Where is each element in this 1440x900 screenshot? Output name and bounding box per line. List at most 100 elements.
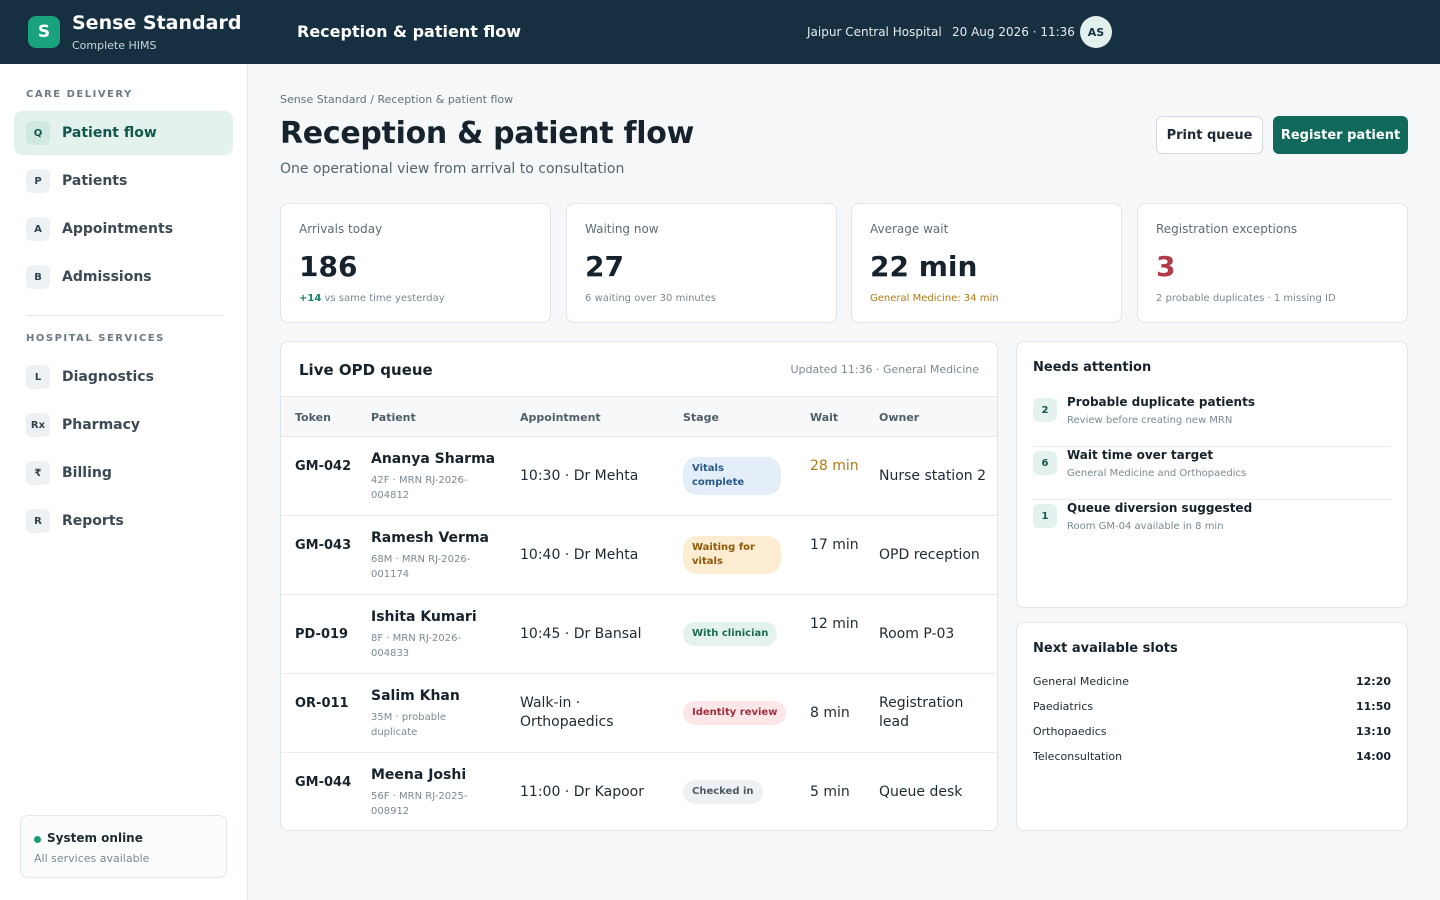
row-token: OR-011 xyxy=(295,696,349,711)
sidebar-item-patients[interactable]: P Patients xyxy=(14,159,233,203)
sidebar-item-admissions[interactable]: B Admissions xyxy=(14,255,233,299)
row-patient-name[interactable]: Ishita Kumari xyxy=(371,609,477,625)
row-patient-name[interactable]: Ananya Sharma xyxy=(371,451,496,467)
attention-count: 1 xyxy=(1033,504,1057,528)
slot-time: 14:00 xyxy=(1355,750,1391,763)
sidebar-item-reports[interactable]: R Reports xyxy=(14,499,233,543)
column-header-appointment[interactable]: Appointment xyxy=(520,411,601,424)
table-row[interactable]: PD-019 Ishita Kumari 8F · MRN RJ-2026-00… xyxy=(281,595,997,674)
row-token: GM-042 xyxy=(295,459,352,474)
slot-department: Orthopaedics xyxy=(1033,725,1107,738)
slot-time: 13:10 xyxy=(1355,725,1391,738)
attention-title: Probable duplicate patients xyxy=(1067,395,1255,409)
row-appointment: Walk-in · Orthopaedics xyxy=(520,695,614,730)
sidebar-item-appointments[interactable]: A Appointments xyxy=(14,207,233,251)
section-label-care-delivery: CARE DELIVERY xyxy=(26,89,133,100)
column-header-stage[interactable]: Stage xyxy=(683,411,719,424)
attention-count: 2 xyxy=(1033,398,1057,422)
row-patient-meta: 42F · MRN RJ-2026-004812 xyxy=(371,475,468,501)
breadcrumb[interactable]: Sense Standard / Reception & patient flo… xyxy=(280,93,514,106)
status-badge[interactable]: Identity review xyxy=(683,701,787,725)
slot-row[interactable]: Paediatrics 11:50 xyxy=(1033,700,1391,720)
stat-label: Average wait xyxy=(870,222,949,236)
attention-count: 6 xyxy=(1033,451,1057,475)
table-row[interactable]: OR-011 Salim Khan 35M · probable duplica… xyxy=(281,674,997,753)
table-row[interactable]: GM-042 Ananya Sharma 42F · MRN RJ-2026-0… xyxy=(281,437,997,516)
attention-item-queue-diversion[interactable]: 1 Queue diversion suggested Room GM-04 a… xyxy=(1033,500,1391,553)
row-token: PD-019 xyxy=(295,627,349,642)
row-wait: 8 min xyxy=(810,705,850,721)
sidebar-item-diagnostics[interactable]: L Diagnostics xyxy=(14,355,233,399)
row-owner: OPD reception xyxy=(879,547,980,563)
attention-item-wait-time[interactable]: 6 Wait time over target General Medicine… xyxy=(1033,447,1391,500)
row-owner: Registration lead xyxy=(879,695,964,730)
sidebar-item-billing[interactable]: ₹ Billing xyxy=(14,451,233,495)
attention-subtitle: Room GM-04 available in 8 min xyxy=(1067,521,1224,532)
stat-value: 22 min xyxy=(870,250,978,283)
live-opd-queue-panel: Live OPD queue Updated 11:36 · General M… xyxy=(280,341,998,831)
sidebar: CARE DELIVERY Q Patient flow P Patients … xyxy=(0,64,248,900)
admissions-icon: B xyxy=(26,265,50,289)
stat-note: 2 probable duplicates · 1 missing ID xyxy=(1156,293,1336,304)
row-patient-name[interactable]: Ramesh Verma xyxy=(371,530,489,546)
row-owner: Room P-03 xyxy=(879,626,955,642)
app-logo[interactable]: S xyxy=(28,16,60,48)
pharmacy-icon: Rx xyxy=(26,413,50,437)
row-appointment: 10:45 · Dr Bansal xyxy=(520,626,642,642)
current-datetime: 20 Aug 2026 · 11:36 xyxy=(952,25,1075,39)
column-header-wait[interactable]: Wait xyxy=(810,411,839,424)
column-header-owner[interactable]: Owner xyxy=(879,411,920,424)
next-available-slots-panel: Next available slots General Medicine 12… xyxy=(1016,622,1408,831)
patients-icon: P xyxy=(26,169,50,193)
stat-note: General Medicine: 34 min xyxy=(870,293,999,304)
attention-title: Queue diversion suggested xyxy=(1067,501,1253,515)
row-patient-name[interactable]: Salim Khan xyxy=(371,688,460,704)
slot-row[interactable]: General Medicine 12:20 xyxy=(1033,675,1391,695)
stat-note: +14 vs same time yesterday xyxy=(299,293,445,304)
table-header: Token Patient Appointment Stage Wait Own… xyxy=(281,396,997,437)
sidebar-item-pharmacy[interactable]: Rx Pharmacy xyxy=(14,403,233,447)
stat-card-average-wait: Average wait 22 min General Medicine: 34… xyxy=(851,203,1122,323)
attention-title: Wait time over target xyxy=(1067,448,1214,462)
slot-row[interactable]: Orthopaedics 13:10 xyxy=(1033,725,1391,745)
status-badge[interactable]: Vitals complete xyxy=(683,457,781,495)
row-wait: 12 min xyxy=(810,616,859,632)
sidebar-item-patient-flow[interactable]: Q Patient flow xyxy=(14,111,233,155)
attention-item-duplicates[interactable]: 2 Probable duplicate patients Review bef… xyxy=(1033,394,1391,447)
column-header-token[interactable]: Token xyxy=(295,411,331,424)
table-row[interactable]: GM-044 Meena Joshi 56F · MRN RJ-2025-008… xyxy=(281,753,997,830)
hospital-name[interactable]: Jaipur Central Hospital xyxy=(807,25,942,39)
queue-updated-label: Updated 11:36 · General Medicine xyxy=(790,363,980,376)
row-appointment: 10:30 · Dr Mehta xyxy=(520,468,639,484)
row-patient-name[interactable]: Meena Joshi xyxy=(371,767,467,783)
stat-note: 6 waiting over 30 minutes xyxy=(585,293,717,304)
sidebar-item-label: Admissions xyxy=(62,269,152,285)
sidebar-item-label: Billing xyxy=(62,465,112,481)
brand-subtitle: Complete HIMS xyxy=(72,39,157,52)
page-title: Reception & patient flow xyxy=(280,116,694,151)
column-header-patient[interactable]: Patient xyxy=(371,411,416,424)
user-avatar[interactable]: AS xyxy=(1080,16,1112,48)
status-badge[interactable]: Waiting for vitals xyxy=(683,536,781,574)
patient-flow-icon: Q xyxy=(26,121,50,145)
row-owner: Queue desk xyxy=(879,784,963,800)
stat-card-arrivals: Arrivals today 186 +14 vs same time yest… xyxy=(280,203,551,323)
stat-value: 27 xyxy=(585,250,624,283)
row-wait: 28 min xyxy=(810,458,859,474)
system-status-card: System online All services available xyxy=(20,815,227,878)
status-dot-icon xyxy=(34,836,41,843)
sidebar-item-label: Appointments xyxy=(62,221,174,237)
register-patient-button[interactable]: Register patient xyxy=(1273,116,1408,154)
print-queue-button[interactable]: Print queue xyxy=(1156,116,1263,154)
row-patient-meta: 35M · probable duplicate xyxy=(371,712,446,738)
system-status-subtitle: All services available xyxy=(34,852,150,865)
row-patient-meta: 68M · MRN RJ-2026-001174 xyxy=(371,554,471,580)
table-row[interactable]: GM-043 Ramesh Verma 68M · MRN RJ-2026-00… xyxy=(281,516,997,595)
needs-attention-panel: Needs attention 2 Probable duplicate pat… xyxy=(1016,341,1408,608)
status-badge[interactable]: With clinician xyxy=(683,622,778,646)
attention-subtitle: General Medicine and Orthopaedics xyxy=(1067,468,1247,479)
status-badge[interactable]: Checked in xyxy=(683,780,763,804)
slot-row[interactable]: Teleconsultation 14:00 xyxy=(1033,750,1391,770)
appointments-icon: A xyxy=(26,217,50,241)
section-label-hospital-services: HOSPITAL SERVICES xyxy=(26,333,165,344)
